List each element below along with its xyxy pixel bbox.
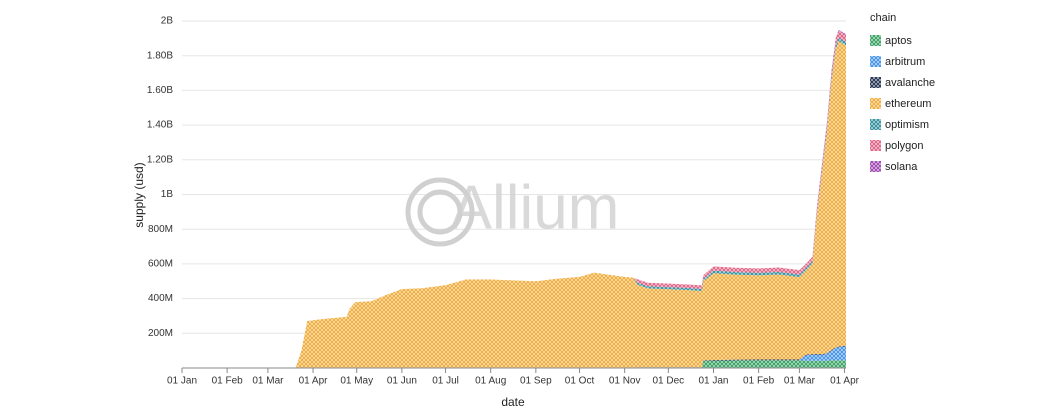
x-tick-label: 01 May (340, 376, 373, 387)
plot-layer (182, 20, 846, 368)
watermark-logo (405, 177, 475, 247)
legend-swatch[interactable] (870, 98, 881, 109)
x-tick-label: 01 Jan (698, 376, 728, 387)
legend-swatch[interactable] (870, 77, 881, 88)
x-tick-label: 01 Dec (653, 376, 685, 387)
x-tick-label: 01 Apr (299, 376, 329, 387)
y-tick-label: 1.60B (147, 85, 173, 96)
y-tick-label: 800M (148, 224, 173, 235)
y-tick-label: 600M (148, 259, 173, 270)
y-axis-title: supply (usd) (132, 162, 146, 227)
legend-label: avalanche (885, 77, 935, 89)
x-tick-label: 01 Apr (830, 376, 860, 387)
y-tick-label: 200M (148, 328, 173, 339)
watermark: Allium (451, 173, 620, 242)
x-tick-label: 01 Feb (743, 376, 775, 387)
legend-swatch[interactable] (870, 56, 881, 67)
x-tick-label: 01 Feb (212, 376, 244, 387)
y-tick-label: 1B (161, 189, 174, 200)
legend-title: chain (870, 12, 896, 24)
x-tick-label: 01 Sep (520, 376, 552, 387)
x-tick-label: 01 Jan (167, 376, 197, 387)
legend-swatch[interactable] (870, 140, 881, 151)
y-tick-label: 400M (148, 293, 173, 304)
legend-swatch[interactable] (870, 119, 881, 130)
x-tick-label: 01 Jun (387, 376, 417, 387)
y-tick-label: 1.20B (147, 154, 173, 165)
area (182, 360, 846, 368)
y-tick-label: 2B (161, 16, 174, 27)
legend-label: ethereum (885, 98, 931, 110)
legend-label: polygon (885, 140, 924, 152)
legend-label: optimism (885, 119, 929, 131)
legend-label: solana (885, 161, 918, 173)
x-tick-label: 01 Aug (475, 376, 506, 387)
x-tick-label: 01 Jul (432, 376, 459, 387)
legend-swatch[interactable] (870, 35, 881, 46)
legend-label: aptos (885, 35, 912, 47)
y-tick-label: 1.40B (147, 120, 173, 131)
x-tick-label: 01 Oct (565, 376, 595, 387)
x-axis-title: date (501, 395, 525, 409)
x-tick-label: 01 Mar (252, 376, 284, 387)
x-tick-label: 01 Mar (784, 376, 816, 387)
y-tick-label: 1.80B (147, 50, 173, 61)
x-tick-label: 01 Nov (609, 376, 641, 387)
legend-label: arbitrum (885, 56, 925, 68)
legend-swatch[interactable] (870, 161, 881, 172)
watermark-logo (417, 189, 463, 235)
area (182, 41, 846, 368)
